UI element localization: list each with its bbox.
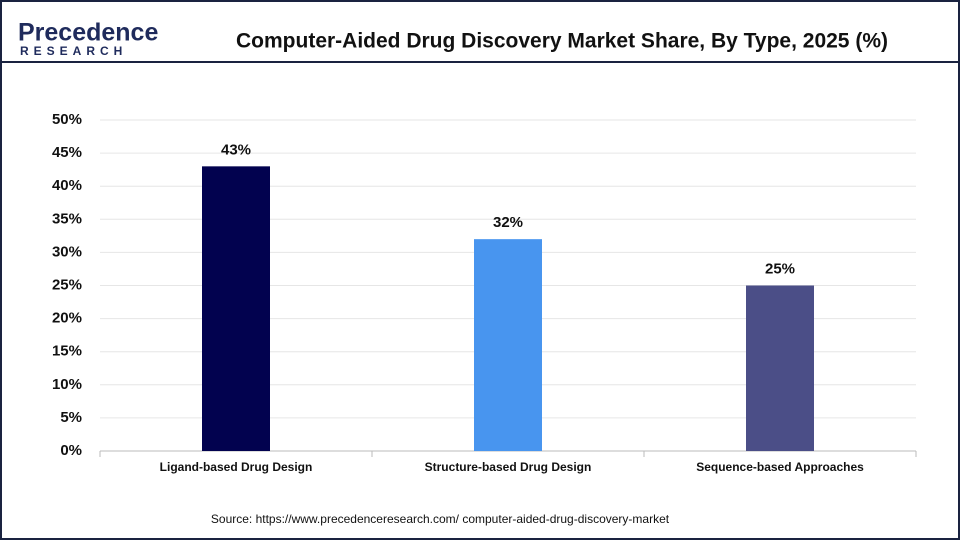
y-tick-label: 50%	[52, 111, 82, 128]
logo-name: Precedence	[18, 19, 158, 47]
y-tick-label: 5%	[60, 409, 82, 426]
bar	[474, 239, 542, 451]
logo-tagline: RESEARCH	[20, 44, 127, 58]
x-tick-label: Ligand-based Drug Design	[160, 460, 313, 474]
y-tick-label: 10%	[52, 376, 82, 393]
bar	[746, 285, 814, 451]
source: Source: https://www.precedenceresearch.c…	[211, 512, 670, 526]
y-tick-label: 20%	[52, 310, 82, 327]
y-tick-label: 35%	[52, 210, 82, 227]
bar	[202, 166, 270, 451]
x-tick-label: Structure-based Drug Design	[425, 460, 592, 474]
x-tick-label: Sequence-based Approaches	[696, 460, 864, 474]
y-tick-label: 0%	[60, 442, 82, 459]
value-label: 43%	[221, 141, 251, 158]
y-tick-label: 25%	[52, 276, 82, 293]
y-tick-label: 45%	[52, 144, 82, 161]
chart-title: Computer-Aided Drug Discovery Market Sha…	[236, 30, 888, 53]
value-label: 32%	[493, 214, 523, 231]
value-label: 25%	[765, 260, 795, 277]
y-tick-label: 30%	[52, 243, 82, 260]
y-tick-label: 15%	[52, 343, 82, 360]
y-tick-label: 40%	[52, 177, 82, 194]
